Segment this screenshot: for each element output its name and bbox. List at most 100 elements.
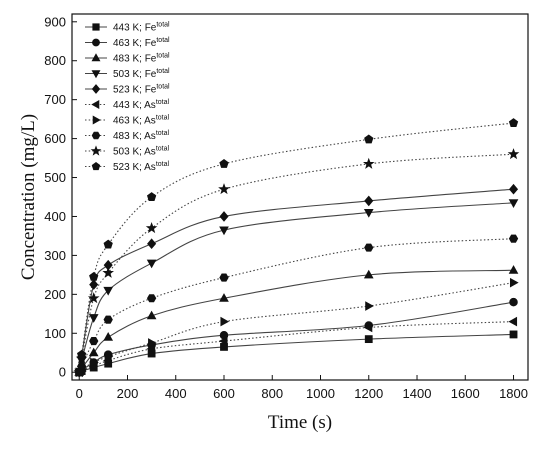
data-point: [219, 159, 229, 168]
data-point: [146, 310, 157, 320]
plot-frame-group: [71, 13, 529, 381]
x-tick-label: 1600: [451, 386, 480, 401]
series-line-3: [78, 269, 514, 373]
data-point: [146, 259, 157, 269]
legend-label-main: 503 K; Fe: [113, 69, 157, 80]
data-point: [145, 222, 158, 234]
legend-label-superscript: total: [156, 99, 170, 106]
y-tick-label: 400: [44, 209, 66, 224]
legend-label-main: 463 K; Fe: [113, 38, 157, 49]
series-line-4: [78, 202, 514, 373]
data-point: [362, 157, 375, 169]
data-point: [218, 183, 230, 195]
data-point: [508, 316, 518, 327]
legend-label: 483 K; Fetotal: [113, 53, 170, 65]
data-point: [219, 293, 229, 302]
data-point: [103, 239, 113, 249]
legend-item: 443 K; Fetotal: [85, 22, 170, 34]
x-tick-label: 600: [213, 386, 235, 401]
legend-label: 443 K; Fetotal: [113, 22, 170, 34]
legend-item: 483 K; Fetotal: [85, 53, 170, 65]
data-point: [146, 294, 157, 303]
plot-frame: [71, 13, 529, 381]
series-markers-3: [74, 265, 519, 376]
series-markers-7: [75, 277, 519, 378]
legend-item: 503 K; Fetotal: [85, 68, 170, 80]
data-point: [365, 301, 374, 311]
y-tick-label: 700: [44, 92, 66, 107]
data-point: [363, 269, 374, 279]
legend-marker: [92, 23, 100, 31]
x-tick-label: 1200: [354, 386, 383, 401]
x-tick-label: 0: [76, 386, 83, 401]
data-point: [364, 134, 374, 144]
legend-label-main: 443 K; Fe: [113, 23, 157, 34]
y-tick-label: 300: [44, 248, 66, 263]
legend-label: 483 K; Astotal: [113, 130, 169, 142]
legend-label-superscript: total: [156, 115, 170, 122]
legend-label-superscript: total: [156, 146, 170, 153]
data-point: [146, 192, 157, 201]
series-line-10: [78, 122, 514, 373]
series-markers-5: [74, 183, 519, 378]
data-point: [364, 335, 373, 344]
series-line-7: [78, 282, 514, 373]
data-point: [148, 338, 157, 348]
legend-label-superscript: total: [156, 53, 170, 60]
data-point: [103, 332, 114, 341]
legend-marker: [91, 162, 101, 171]
data-point: [102, 266, 114, 278]
data-point: [219, 211, 229, 222]
data-point: [87, 292, 100, 304]
y-tick-label: 0: [59, 365, 66, 380]
legend-marker: [91, 53, 101, 62]
data-point: [89, 337, 99, 346]
data-markers-group: [73, 118, 520, 378]
legend-label-main: 443 K; As: [113, 100, 156, 111]
legend-label-superscript: total: [156, 130, 170, 137]
data-point: [507, 148, 520, 160]
legend-item: 523 K; Fetotal: [85, 84, 170, 96]
data-point: [220, 316, 230, 327]
legend-marker: [91, 70, 101, 79]
y-tick-label: 900: [44, 14, 66, 29]
legend-item: 523 K; Astotal: [85, 161, 169, 173]
data-point: [364, 195, 374, 207]
series-markers-2: [74, 297, 518, 377]
data-point: [104, 351, 114, 362]
x-tick-label: 1400: [403, 386, 432, 401]
legend-label: 503 K; Fetotal: [113, 68, 170, 80]
y-tick-label: 600: [44, 131, 66, 146]
legend-label: 443 K; Astotal: [113, 99, 169, 111]
fit-lines-group: [78, 122, 514, 373]
data-point: [89, 279, 99, 290]
y-axis-title: Concentration (mg/L): [18, 114, 39, 280]
legend-label-main: 523 K; Fe: [113, 85, 157, 96]
legend-label-superscript: total: [156, 37, 170, 44]
x-tick-label: 200: [117, 386, 139, 401]
data-point: [509, 330, 518, 339]
data-point: [90, 357, 99, 368]
data-point: [218, 336, 228, 346]
axis-ticks-group: 0 200 400 600 800 1000 1200 1400 1600 1800 0 100 200…: [44, 14, 528, 401]
data-point: [508, 199, 519, 208]
series-line-2: [78, 301, 514, 373]
legend-label-superscript: total: [156, 84, 170, 91]
data-point: [77, 349, 87, 359]
x-tick-label: 1000: [306, 386, 335, 401]
data-point: [509, 297, 518, 307]
legend-marker: [90, 145, 102, 156]
data-point: [89, 271, 99, 281]
legend-marker: [92, 115, 101, 125]
data-point: [147, 238, 157, 250]
legend-item: 463 K; Fetotal: [85, 37, 170, 49]
data-point: [88, 347, 99, 357]
data-point: [509, 277, 519, 288]
legend-marker: [91, 100, 100, 109]
data-point: [364, 243, 374, 252]
y-tick-label: 500: [44, 170, 66, 185]
y-tick-label: 100: [44, 326, 66, 341]
data-point: [363, 209, 374, 218]
series-line-1: [78, 333, 514, 373]
